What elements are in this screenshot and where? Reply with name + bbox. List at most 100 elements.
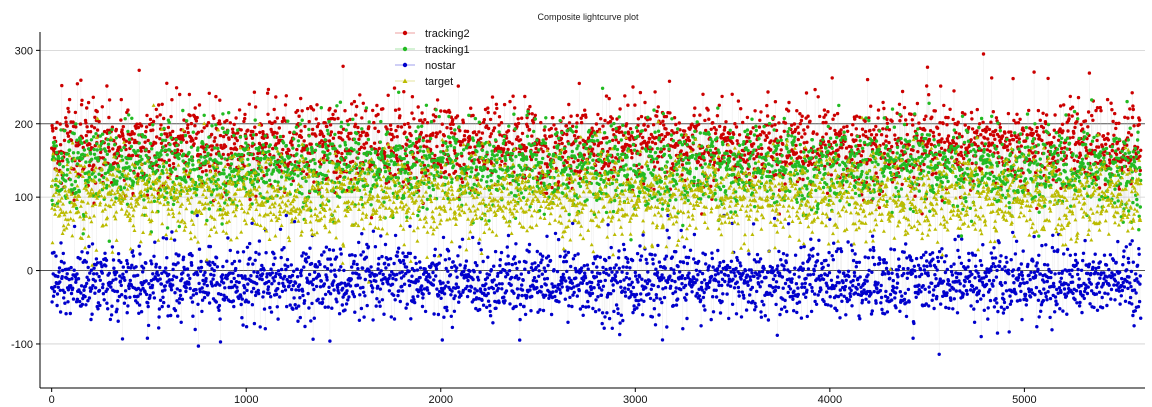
data-point [506, 254, 510, 258]
data-point [879, 133, 884, 137]
data-point [218, 133, 223, 138]
data-point [611, 283, 615, 287]
data-point [812, 269, 816, 273]
data-point [424, 134, 429, 138]
data-point [186, 130, 190, 135]
data-point [483, 287, 487, 292]
data-point [312, 316, 316, 320]
data-point [824, 258, 828, 263]
data-point [870, 270, 874, 274]
data-point [625, 271, 629, 276]
data-point [853, 117, 857, 121]
data-point [1002, 300, 1007, 305]
data-point [439, 109, 443, 113]
data-point [159, 123, 163, 127]
data-point [1036, 298, 1041, 302]
data-point [299, 135, 304, 139]
data-point [844, 278, 848, 282]
data-point [299, 273, 303, 278]
data-point [64, 120, 68, 124]
data-point [357, 137, 361, 141]
data-point [423, 309, 428, 314]
data-point [777, 249, 781, 254]
data-point [700, 271, 705, 276]
data-point [904, 314, 909, 319]
data-point [653, 90, 657, 94]
data-point [299, 271, 303, 275]
data-point [412, 268, 416, 273]
data-point [567, 276, 571, 280]
data-point [393, 233, 398, 238]
data-point [572, 160, 576, 164]
data-point [649, 252, 654, 257]
data-point [601, 284, 606, 288]
data-point [373, 126, 377, 130]
data-point [779, 307, 784, 311]
data-point [137, 244, 141, 248]
data-point [161, 295, 165, 299]
data-point [956, 234, 961, 238]
data-point [191, 293, 195, 297]
data-point [98, 278, 103, 282]
data-point [952, 297, 956, 301]
data-point [173, 308, 178, 313]
data-point [954, 289, 958, 293]
data-point [618, 332, 622, 337]
data-point [80, 98, 84, 103]
data-point [392, 293, 396, 297]
data-point [93, 291, 97, 295]
data-point [643, 128, 648, 132]
data-point [893, 291, 898, 295]
data-point [404, 265, 409, 269]
data-point [386, 263, 391, 267]
data-point [468, 145, 472, 149]
data-point [665, 325, 669, 329]
data-point [500, 282, 504, 286]
data-point [544, 293, 548, 297]
data-point [83, 294, 87, 299]
data-point [290, 287, 294, 292]
data-point [573, 253, 577, 258]
data-point [567, 102, 571, 107]
data-point [1005, 260, 1009, 264]
data-point [290, 273, 295, 278]
data-point [1038, 272, 1043, 276]
data-point [160, 304, 164, 309]
data-point [778, 312, 782, 317]
data-point [675, 130, 679, 135]
data-point [1070, 280, 1075, 284]
data-point [703, 118, 707, 123]
data-point [243, 116, 247, 121]
data-point [100, 271, 105, 275]
data-point [586, 299, 590, 304]
data-point [956, 248, 960, 253]
data-point [416, 294, 420, 298]
data-point [276, 269, 281, 273]
data-point [266, 285, 271, 289]
data-point [1135, 263, 1140, 267]
data-point [1041, 298, 1046, 303]
data-point [949, 298, 953, 302]
data-point [930, 281, 934, 285]
data-point [1119, 294, 1124, 298]
data-point [854, 265, 858, 269]
data-point [757, 125, 762, 129]
data-point [317, 274, 322, 278]
data-point [1085, 291, 1090, 296]
data-point [736, 285, 741, 290]
data-point [307, 119, 311, 124]
data-point [394, 278, 398, 282]
data-point [771, 277, 776, 281]
data-point [249, 274, 253, 278]
data-point [822, 108, 827, 112]
data-point [1049, 275, 1053, 280]
data-point [337, 312, 342, 316]
data-point [661, 137, 665, 141]
data-point [732, 271, 736, 275]
data-point [291, 307, 295, 311]
data-point [306, 106, 310, 111]
data-point [1086, 285, 1090, 289]
data-point [309, 142, 313, 146]
data-point [766, 270, 770, 274]
data-point [572, 134, 577, 138]
